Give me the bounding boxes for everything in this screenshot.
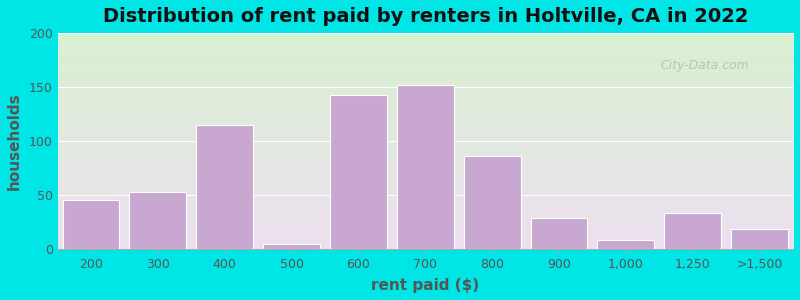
Bar — [664, 213, 721, 249]
Bar — [530, 218, 587, 249]
Bar — [330, 94, 387, 249]
Title: Distribution of rent paid by renters in Holtville, CA in 2022: Distribution of rent paid by renters in … — [102, 7, 748, 26]
Bar — [598, 240, 654, 249]
X-axis label: rent paid ($): rent paid ($) — [371, 278, 479, 293]
Bar — [130, 192, 186, 249]
Y-axis label: households: households — [7, 92, 22, 190]
Text: City-Data.com: City-Data.com — [661, 59, 750, 72]
Bar — [731, 229, 788, 249]
Bar — [263, 244, 320, 249]
Bar — [62, 200, 119, 249]
Bar — [397, 85, 454, 249]
Bar — [464, 156, 521, 249]
Bar — [196, 125, 253, 249]
